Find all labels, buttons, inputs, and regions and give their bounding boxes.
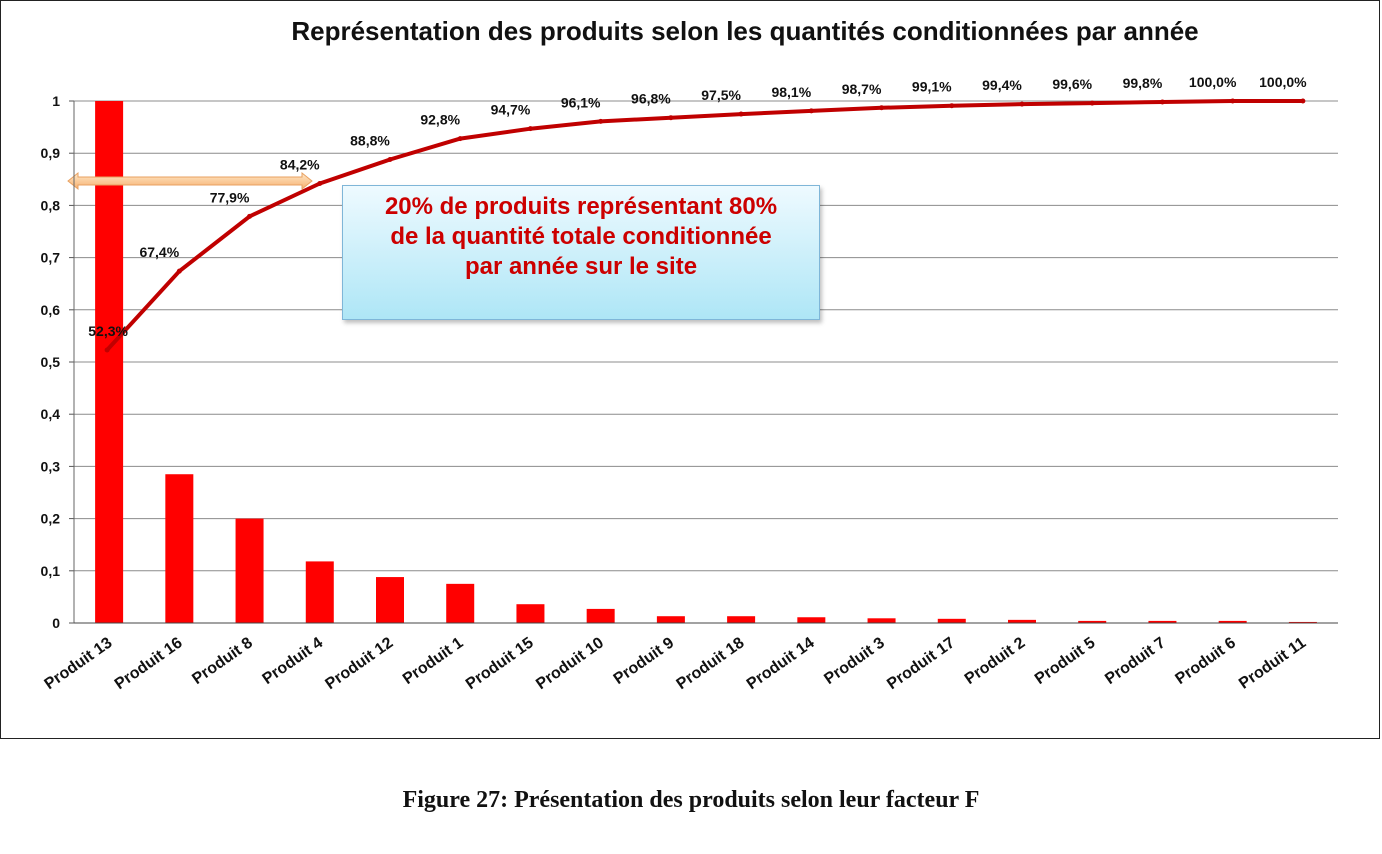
bar xyxy=(937,618,966,623)
line-data-label: 99,6% xyxy=(1052,76,1092,92)
line-data-label: 98,7% xyxy=(842,81,882,97)
bar xyxy=(1148,620,1177,623)
line-point xyxy=(1089,100,1095,106)
line-data-label: 94,7% xyxy=(491,102,531,118)
y-tick-label: 0 xyxy=(52,615,60,631)
bar xyxy=(656,616,685,623)
line-point xyxy=(668,115,674,121)
annotation-line-3: par année sur le site xyxy=(464,253,698,280)
line-point xyxy=(387,156,393,162)
line-point xyxy=(457,136,463,142)
line-data-label: 100,0% xyxy=(1189,74,1237,90)
y-tick-label: 0,2 xyxy=(41,511,61,527)
y-tick-label: 0,1 xyxy=(41,563,61,579)
bar xyxy=(165,474,194,623)
bar xyxy=(516,604,545,623)
line-point xyxy=(738,111,744,117)
line-data-label: 88,8% xyxy=(350,132,390,148)
y-tick-label: 1 xyxy=(52,93,60,109)
line-point xyxy=(104,347,110,353)
x-tick-label: Produit 16 xyxy=(112,634,186,693)
chart-frame xyxy=(0,0,1380,739)
line-point xyxy=(598,118,604,124)
annotation-callout: 20% de produits représentant 80% de la q… xyxy=(342,185,820,320)
line-point xyxy=(1159,99,1165,105)
x-tick-label: Produit 7 xyxy=(1102,634,1169,688)
line-point xyxy=(247,213,253,219)
x-tick-label: Produit 1 xyxy=(400,634,467,688)
bar xyxy=(867,618,896,623)
y-tick-label: 0,3 xyxy=(41,458,61,474)
cumulative-line xyxy=(105,99,1303,352)
chart-plot: 52,3% 67,4% 77,9% 84,2% 88,8% 92,8% 94,7% 96,1%… xyxy=(41,74,1338,693)
x-tick-label: Produit 14 xyxy=(744,634,818,693)
x-tick-label: Produit 5 xyxy=(1032,634,1099,688)
line-data-label: 52,3% xyxy=(88,323,128,339)
line-point xyxy=(1019,101,1025,107)
line-data-label: 96,8% xyxy=(631,91,671,107)
x-tick-label: Produit 15 xyxy=(463,634,537,693)
bar xyxy=(95,101,124,623)
line-data-label: 96,1% xyxy=(561,94,601,110)
annotation-line-1: 20% de produits représentant 80% xyxy=(384,193,778,220)
line-point xyxy=(527,126,533,132)
line-point xyxy=(808,108,814,114)
line-point xyxy=(176,268,182,274)
line-data-label: 100,0% xyxy=(1259,74,1307,90)
line-point xyxy=(1300,98,1306,104)
line-data-label: 99,1% xyxy=(912,79,952,95)
bar xyxy=(1288,621,1317,623)
y-tick-label: 0,9 xyxy=(41,145,61,161)
line-data-label: 92,8% xyxy=(420,112,460,128)
x-tick-label: Produit 10 xyxy=(533,634,607,693)
bar xyxy=(376,577,404,623)
x-tick-label: Produit 2 xyxy=(962,634,1029,688)
x-tick-label: Produit 13 xyxy=(42,634,116,693)
line-data-label: 84,2% xyxy=(280,156,320,172)
line-point xyxy=(317,180,323,186)
line-data-label: 99,4% xyxy=(982,77,1022,93)
annotation-line-2: de la quantité totale conditionnée xyxy=(390,223,772,250)
x-tick-label: Produit 9 xyxy=(611,634,678,688)
line-data-label: 98,1% xyxy=(771,84,811,100)
bar xyxy=(1008,619,1036,623)
bar xyxy=(1218,620,1247,623)
double-arrow-icon xyxy=(67,171,313,191)
chart-title: Représentation des produits selon les qu… xyxy=(291,16,1199,46)
y-tick-label: 0,4 xyxy=(41,406,61,422)
bar xyxy=(235,518,264,623)
line-data-label: 99,8% xyxy=(1123,75,1163,91)
y-tick-label: 0,5 xyxy=(41,354,61,370)
line-data-label: 67,4% xyxy=(139,244,179,260)
y-tick-label: 0,8 xyxy=(41,197,61,213)
bar xyxy=(1078,620,1107,623)
x-tick-label: Produit 18 xyxy=(674,634,748,693)
line-point xyxy=(949,103,955,109)
x-tick-label: Produit 17 xyxy=(884,634,958,693)
line-point xyxy=(879,105,885,111)
figure-caption: Figure 27: Présentation des produits sel… xyxy=(402,787,980,813)
bar xyxy=(797,617,826,623)
y-tick-label: 0,6 xyxy=(41,302,61,318)
line-point xyxy=(1230,98,1236,104)
x-tick-label: Produit 8 xyxy=(189,634,256,688)
bar xyxy=(727,616,756,623)
y-tick-label: 0,7 xyxy=(41,250,61,266)
x-tick-label: Produit 3 xyxy=(821,634,888,688)
x-tick-label: Produit 11 xyxy=(1236,634,1309,692)
line-data-label: 97,5% xyxy=(701,87,741,103)
bar xyxy=(586,608,615,623)
line-data-label: 77,9% xyxy=(210,189,250,205)
bar xyxy=(305,561,334,623)
bar xyxy=(446,583,475,623)
x-tick-label: Produit 4 xyxy=(260,634,327,688)
x-tick-label: Produit 6 xyxy=(1172,634,1239,688)
x-tick-label: Produit 12 xyxy=(322,634,396,693)
